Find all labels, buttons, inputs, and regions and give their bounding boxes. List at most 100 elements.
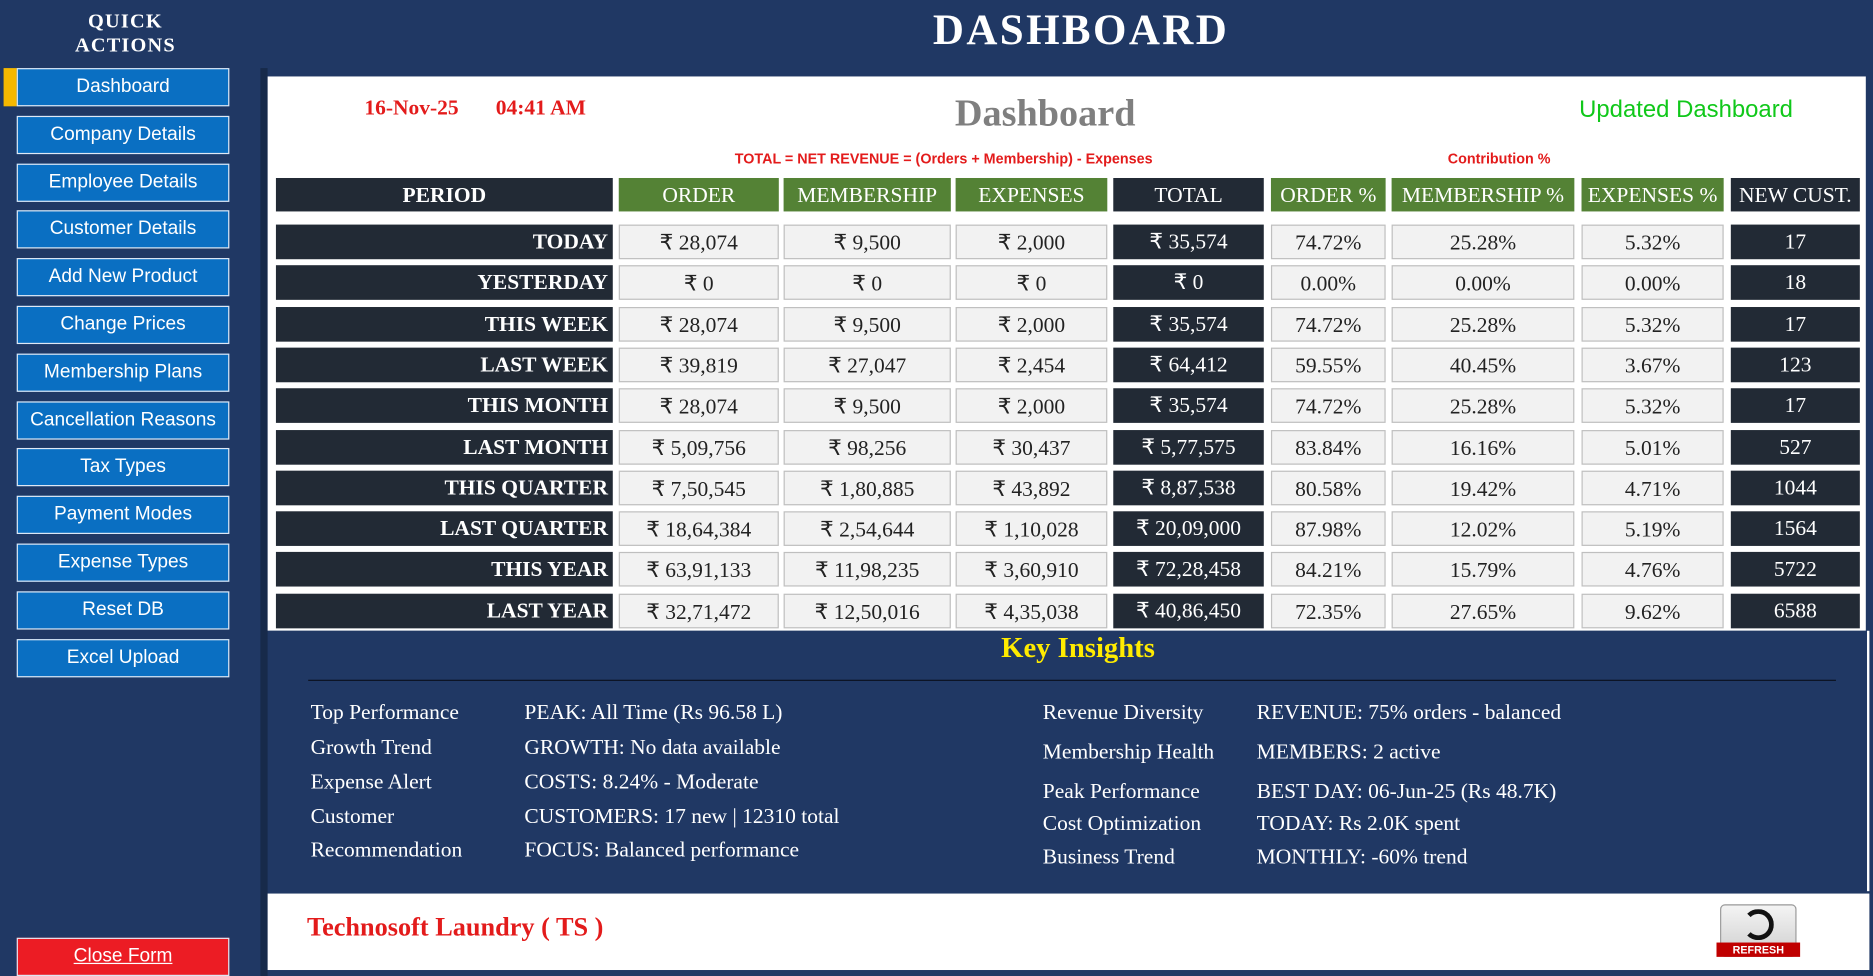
insight-label: Customer xyxy=(310,803,395,828)
column-header: MEMBERSHIP xyxy=(783,177,951,212)
table-cell: 18 xyxy=(1730,265,1860,301)
period-label: THIS MONTH xyxy=(275,388,613,424)
table-cell: 80.58% xyxy=(1270,470,1386,506)
table-cell: ₹ 2,000 xyxy=(955,224,1108,260)
table-cell: 123 xyxy=(1730,347,1860,383)
sidebar-button[interactable]: Customer Details xyxy=(16,210,230,249)
period-label: LAST MONTH xyxy=(275,429,613,465)
period-label: THIS QUARTER xyxy=(275,470,613,506)
table-cell: 1044 xyxy=(1730,470,1860,506)
table-cell: ₹ 72,28,458 xyxy=(1113,552,1264,588)
insight-label: Expense Alert xyxy=(310,769,432,794)
table-cell: 16.16% xyxy=(1391,429,1575,465)
sidebar-button[interactable]: Reset DB xyxy=(16,591,230,630)
refresh-icon[interactable]: REFRESH xyxy=(1716,904,1801,957)
table-cell: 74.72% xyxy=(1270,388,1386,424)
sidebar-button[interactable]: Cancellation Reasons xyxy=(16,400,230,440)
footer-panel xyxy=(267,893,1870,971)
table-cell: 9.62% xyxy=(1581,593,1724,628)
close-button[interactable]: Close Form xyxy=(16,937,230,976)
sidebar-button[interactable]: Excel Upload xyxy=(16,638,230,677)
table-cell: ₹ 35,574 xyxy=(1113,224,1264,260)
insight-label: Growth Trend xyxy=(310,734,432,759)
refresh-arrows xyxy=(1742,909,1774,941)
sidebar-button[interactable]: Dashboard xyxy=(16,68,230,107)
period-label: LAST YEAR xyxy=(275,593,613,628)
status: Updated Dashboard xyxy=(1579,96,1793,124)
table-cell: ₹ 0 xyxy=(955,265,1108,301)
table-cell: ₹ 0 xyxy=(618,265,779,301)
insights-rule xyxy=(308,679,1836,681)
table-cell: 4.76% xyxy=(1581,552,1724,588)
table-cell: ₹ 28,074 xyxy=(618,388,779,424)
table-cell: ₹ 32,71,472 xyxy=(618,593,779,628)
refresh-label: REFRESH xyxy=(1716,942,1801,957)
sidebar-button[interactable]: Tax Types xyxy=(16,448,230,487)
table-cell: 0.00% xyxy=(1391,265,1575,301)
table-cell: 5722 xyxy=(1730,552,1860,588)
sidebar-button[interactable]: Employee Details xyxy=(16,163,230,202)
insights-title: Key Insights xyxy=(1001,633,1155,665)
sidebar-button[interactable]: Add New Product xyxy=(16,258,230,297)
insight-label: Recommendation xyxy=(310,837,463,862)
table-cell: ₹ 2,54,644 xyxy=(783,511,951,547)
table-cell: ₹ 4,35,038 xyxy=(955,593,1108,628)
sidebar-button[interactable]: Expense Types xyxy=(16,543,230,582)
table-cell: 74.72% xyxy=(1270,224,1386,260)
period-label: TODAY xyxy=(275,224,613,260)
column-header: MEMBERSHIP % xyxy=(1391,177,1575,212)
table-cell: ₹ 43,892 xyxy=(955,470,1108,506)
insight-value: BEST DAY: 06-Jun-25 (Rs 48.7K) xyxy=(1256,778,1557,803)
sidebar-button[interactable]: Company Details xyxy=(16,115,230,154)
table-cell: ₹ 40,86,450 xyxy=(1113,593,1264,628)
insight-value: CUSTOMERS: 17 new | 12310 total xyxy=(524,803,840,828)
table-cell: 527 xyxy=(1730,429,1860,465)
table-cell: ₹ 5,77,575 xyxy=(1113,429,1264,465)
table-cell: 15.79% xyxy=(1391,552,1575,588)
table-cell: 17 xyxy=(1730,306,1860,342)
column-header: PERIOD xyxy=(275,177,613,212)
sidebar-button[interactable]: Payment Modes xyxy=(16,495,230,535)
insight-value: FOCUS: Balanced performance xyxy=(524,837,800,862)
insight-value: PEAK: All Time (Rs 96.58 L) xyxy=(524,700,783,724)
insight-label: Cost Optimization xyxy=(1042,811,1202,836)
column-header: EXPENSES xyxy=(955,177,1108,212)
table-cell: 87.98% xyxy=(1270,511,1386,547)
table-cell: ₹ 5,09,756 xyxy=(618,429,779,465)
formula-note: TOTAL = NET REVENUE = (Orders + Membersh… xyxy=(734,150,1153,168)
table-cell: ₹ 2,000 xyxy=(955,388,1108,424)
table-cell: 0.00% xyxy=(1581,265,1724,301)
table-cell: 25.28% xyxy=(1391,306,1575,342)
insight-label: Membership Health xyxy=(1042,739,1215,764)
table-cell: ₹ 98,256 xyxy=(783,429,951,465)
table-cell: 74.72% xyxy=(1270,306,1386,342)
column-header: EXPENSES % xyxy=(1581,177,1724,212)
table-cell: ₹ 35,574 xyxy=(1113,388,1264,424)
table-cell: 4.71% xyxy=(1581,470,1724,506)
insight-value: TODAY: Rs 2.0K spent xyxy=(1256,811,1461,836)
footer-brand: Technosoft Laundry ( TS ) xyxy=(306,911,604,942)
table-cell: 5.32% xyxy=(1581,224,1724,260)
table-cell: 19.42% xyxy=(1391,470,1575,506)
insight-label: Peak Performance xyxy=(1042,778,1200,803)
table-cell: 17 xyxy=(1730,224,1860,260)
table-cell: ₹ 1,80,885 xyxy=(783,470,951,506)
table-cell: ₹ 30,437 xyxy=(955,429,1108,465)
table-cell: 40.45% xyxy=(1391,347,1575,383)
table-cell: ₹ 12,50,016 xyxy=(783,593,951,628)
table-cell: 5.19% xyxy=(1581,511,1724,547)
date: 16-Nov-25 xyxy=(364,95,459,120)
table-cell: 1564 xyxy=(1730,511,1860,547)
table-cell: ₹ 3,60,910 xyxy=(955,552,1108,588)
insight-label: Business Trend xyxy=(1042,844,1175,869)
period-label: LAST QUARTER xyxy=(275,511,613,547)
table-cell: ₹ 63,91,133 xyxy=(618,552,779,588)
sidebar-button[interactable]: Membership Plans xyxy=(16,353,230,392)
header-title: DASHBOARD xyxy=(932,5,1230,54)
table-cell: ₹ 11,98,235 xyxy=(783,552,951,588)
table-cell: 25.28% xyxy=(1391,224,1575,260)
sidebar-button[interactable]: Change Prices xyxy=(16,305,230,345)
table-cell: ₹ 8,87,538 xyxy=(1113,470,1264,506)
